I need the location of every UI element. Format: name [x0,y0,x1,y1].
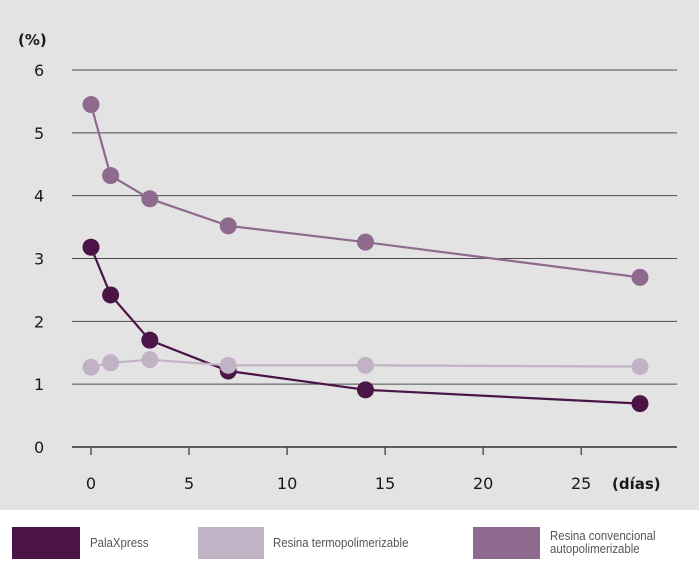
x-tick-label: 20 [473,474,493,493]
legend-swatch-resina-termopolimerizable [198,527,264,559]
series-1-line [89,246,641,405]
x-tick-label: 10 [277,474,297,493]
x-tick-label: 5 [184,474,194,493]
legend-item-resina-convencional: Resina convencional autopolimerizable [473,527,699,559]
series-2-point [219,356,237,374]
series-2-point [631,358,649,376]
legend-label-resina-termopolimerizable: Resina termopolimerizable [273,535,409,550]
line-chart: 0 1 2 3 4 5 6 0 5 10 15 20 25 (%) (días) [18,31,677,493]
y-tick-label: 0 [34,438,44,457]
series-2-point [141,351,159,369]
y-tick-label: 1 [34,375,44,394]
series-0-point [631,268,649,286]
y-tick-label: 2 [34,312,44,331]
x-tick-label: 0 [86,474,96,493]
y-tick-label: 3 [34,250,44,269]
series-0-point [82,96,100,114]
series-0-point [141,190,159,208]
chart-panel: 0 1 2 3 4 5 6 0 5 10 15 20 25 (%) (días) [0,0,699,510]
series-0-point [102,167,120,185]
x-axis-unit-label: (días) [612,475,661,493]
series-0-line [89,104,641,279]
series-1-point [102,286,120,304]
series-0-point [357,233,374,251]
legend: PalaXpress Resina termopolimerizable Res… [0,510,699,561]
y-axis-unit-label: (%) [18,31,47,49]
series-2-point [357,356,374,374]
x-tick-label: 15 [375,474,395,493]
series-1-point [631,395,649,413]
series-0-point [219,217,237,235]
series-1-point [141,331,159,349]
legend-label-resina-convencional: Resina convencional autopolimerizable [550,528,656,556]
legend-item-palaxpress: PalaXpress [12,527,202,559]
series-1-point [82,238,100,256]
legend-item-resina-termopolimerizable: Resina termopolimerizable [198,527,458,559]
series-2-point [102,354,120,372]
y-tick-label: 5 [34,124,44,143]
series-2-point [82,358,100,376]
x-tick-label: 25 [571,474,591,493]
series-1-point [357,381,374,399]
legend-label-palaxpress: PalaXpress [90,535,149,550]
y-tick-label: 6 [34,61,44,80]
y-tick-label: 4 [34,187,44,206]
legend-swatch-resina-convencional [473,527,540,559]
legend-swatch-palaxpress [12,527,80,559]
